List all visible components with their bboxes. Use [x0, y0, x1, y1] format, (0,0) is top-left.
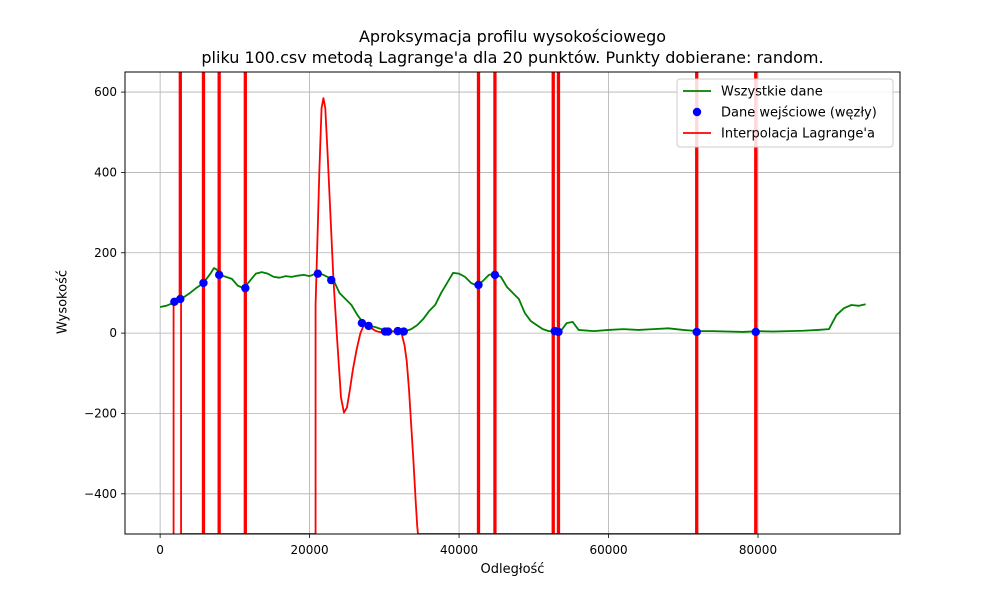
chart-title-line-1: Aproksymacja profilu wysokościowego	[358, 27, 667, 46]
node-point	[474, 280, 483, 290]
node-point	[383, 327, 393, 336]
x-tick-label: 0	[156, 543, 164, 557]
node-point	[313, 269, 323, 278]
y-tick-label: 400	[94, 165, 117, 179]
series-line-0	[159, 267, 866, 333]
y-tick-label: −400	[84, 487, 117, 501]
y-tick-label: −200	[84, 406, 117, 420]
x-tick-label: 60000	[589, 543, 627, 557]
node-point	[214, 270, 224, 280]
chart-title-line-2: pliku 100.csv metodą Lagrange'a dla 20 p…	[201, 48, 824, 67]
node-point	[554, 327, 563, 337]
x-tick-label: 20000	[291, 543, 329, 557]
legend-box	[676, 78, 894, 148]
x-tick-label: 80000	[739, 543, 777, 557]
x-axis-label: Odległość	[480, 562, 545, 577]
legend-label-1: Dane wejściowe (węzły)	[721, 106, 877, 121]
node-point	[490, 270, 500, 280]
legend-swatch-1	[692, 107, 702, 117]
node-point	[751, 327, 760, 337]
series-group	[159, 72, 866, 534]
legend-label-0: Wszystkie dane	[721, 85, 823, 100]
y-tick-label: 0	[109, 326, 117, 340]
node-point	[364, 321, 373, 331]
node-point	[199, 278, 208, 288]
node-point	[399, 327, 408, 336]
y-tick-label: 200	[94, 246, 117, 260]
plot-frame	[124, 71, 901, 535]
node-point	[357, 318, 367, 328]
node-point	[393, 326, 402, 336]
node-point	[241, 283, 250, 293]
legend-label-2: Interpolacja Lagrange'a	[721, 127, 875, 142]
y-tick-label: 600	[94, 85, 117, 99]
node-point	[327, 275, 336, 285]
series-line-2	[172, 72, 758, 534]
y-axis-label: Wysokość	[55, 270, 71, 334]
node-point	[176, 294, 185, 304]
x-tick-label: 40000	[440, 543, 478, 557]
node-point	[692, 327, 701, 337]
